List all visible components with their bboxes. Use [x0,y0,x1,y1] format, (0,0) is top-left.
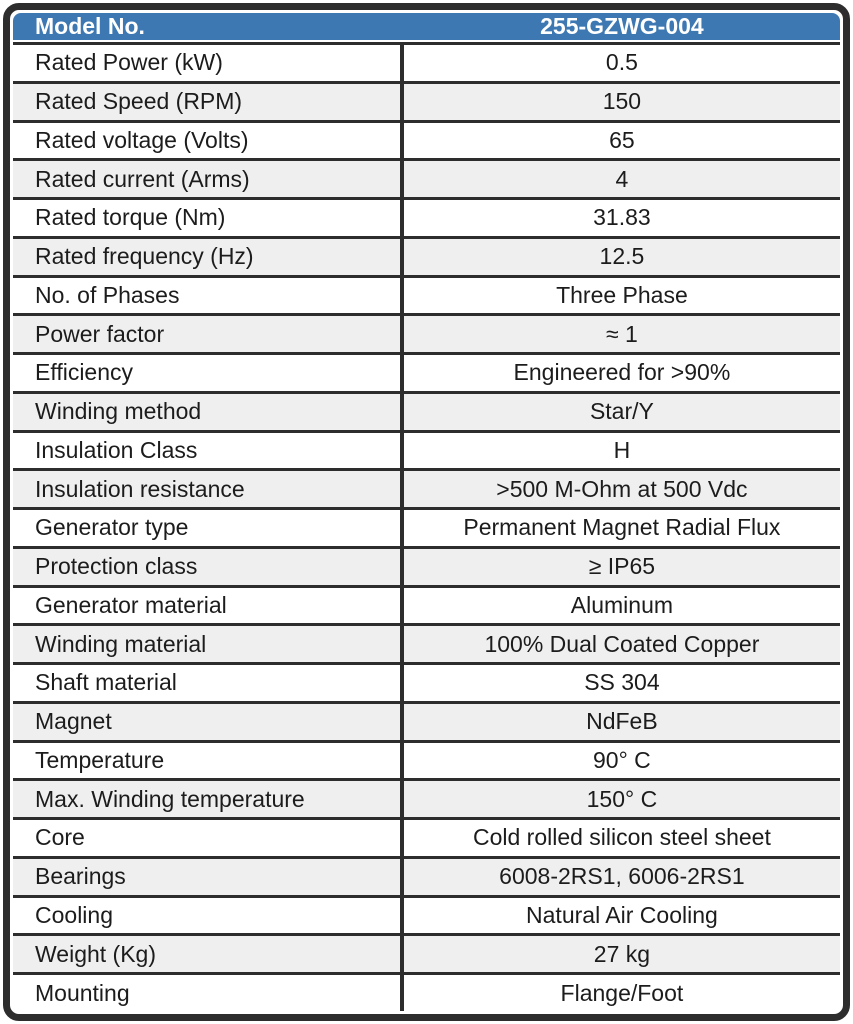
spec-table-body: Rated Power (kW) 0.5 Rated Speed (RPM) 150 R… [13,42,840,1011]
table-row: Rated Power (kW) 0.5 [13,42,840,81]
spec-value: Star/Y [403,390,840,430]
generator-spec-table: Model No. 255-GZWG-004 Rated Power (kW) 0… [13,13,840,1011]
spec-value: 150 [403,80,840,120]
spec-value: SS 304 [403,662,840,701]
spec-value: 31.83 [403,197,840,236]
spec-value: ≥ IP65 [403,545,840,585]
spec-label: Max. Winding temperature [13,778,404,817]
table-row: Efficiency Engineered for >90% [13,352,840,391]
table-header-row: Model No. 255-GZWG-004 [13,13,840,42]
spec-label: Rated voltage (Volts) [13,119,404,159]
spec-value: 100% Dual Coated Copper [403,623,840,662]
spec-value: H [403,429,840,469]
table-row: Core Cold rolled silicon steel sheet [13,817,840,856]
spec-value: Permanent Magnet Radial Flux [403,507,840,546]
spec-label: Power factor [13,313,404,352]
table-row: Insulation Class H [13,429,840,469]
spec-label: Winding material [13,623,404,662]
spec-value: 6008-2RS1, 6006-2RS1 [403,855,840,895]
spec-label: Core [13,817,404,856]
table-row: Shaft material SS 304 [13,662,840,701]
spec-label: No. of Phases [13,274,404,314]
table-row: Power factor ≈ 1 [13,313,840,352]
table-row: Winding material 100% Dual Coated Copper [13,623,840,662]
spec-value: 4 [403,158,840,197]
spec-value: 65 [403,119,840,159]
spec-value: ≈ 1 [403,313,840,352]
spec-value: Three Phase [403,274,840,314]
spec-label: Shaft material [13,662,404,701]
table-row: Rated torque (Nm) 31.83 [13,197,840,236]
spec-label: Rated torque (Nm) [13,197,404,236]
spec-value: 90° C [403,739,840,779]
model-number-value: 255-GZWG-004 [403,13,840,42]
table-row: No. of Phases Three Phase [13,274,840,314]
spec-label: Protection class [13,545,404,585]
table-row: Mounting Flange/Foot [13,972,840,1011]
spec-value: Engineered for >90% [403,352,840,391]
spec-label: Rated frequency (Hz) [13,235,404,275]
table-row: Rated voltage (Volts) 65 [13,119,840,159]
spec-label: Efficiency [13,352,404,391]
table-row: Generator type Permanent Magnet Radial Fl… [13,507,840,546]
spec-label: Cooling [13,894,404,934]
spec-label: Generator material [13,584,404,624]
table-row: Max. Winding temperature 150° C [13,778,840,817]
spec-label: Rated Power (kW) [13,42,404,81]
model-no-header-label: Model No. [13,13,404,42]
table-row: Bearings 6008-2RS1, 6006-2RS1 [13,855,840,895]
spec-value: 150° C [403,778,840,817]
spec-value: NdFeB [403,700,840,740]
spec-value: Aluminum [403,584,840,624]
table-row: Rated Speed (RPM) 150 [13,80,840,120]
table-row: Protection class ≥ IP65 [13,545,840,585]
spec-value: Cold rolled silicon steel sheet [403,817,840,856]
spec-value: 0.5 [403,42,840,81]
table-row: Rated current (Arms) 4 [13,158,840,197]
table-row: Rated frequency (Hz) 12.5 [13,235,840,275]
spec-value: Flange/Foot [403,972,840,1011]
spec-label: Insulation Class [13,429,404,469]
spec-value: 27 kg [403,933,840,972]
spec-label: Rated Speed (RPM) [13,80,404,120]
spec-label: Mounting [13,972,404,1011]
table-row: Weight (Kg) 27 kg [13,933,840,972]
spec-label: Weight (Kg) [13,933,404,972]
spec-label: Bearings [13,855,404,895]
table-row: Generator material Aluminum [13,584,840,624]
spec-label: Temperature [13,739,404,779]
table-row: Insulation resistance >500 M-Ohm at 500 V… [13,468,840,507]
spec-label: Insulation resistance [13,468,404,507]
spec-label: Winding method [13,390,404,430]
spec-label: Generator type [13,507,404,546]
spec-table-card: Model No. 255-GZWG-004 Rated Power (kW) 0… [3,3,850,1021]
table-row: Cooling Natural Air Cooling [13,894,840,934]
table-row: Magnet NdFeB [13,700,840,740]
spec-value: Natural Air Cooling [403,894,840,934]
spec-value: >500 M-Ohm at 500 Vdc [403,468,840,507]
table-row: Temperature 90° C [13,739,840,779]
spec-label: Magnet [13,700,404,740]
spec-value: 12.5 [403,235,840,275]
table-row: Winding method Star/Y [13,390,840,430]
spec-label: Rated current (Arms) [13,158,404,197]
